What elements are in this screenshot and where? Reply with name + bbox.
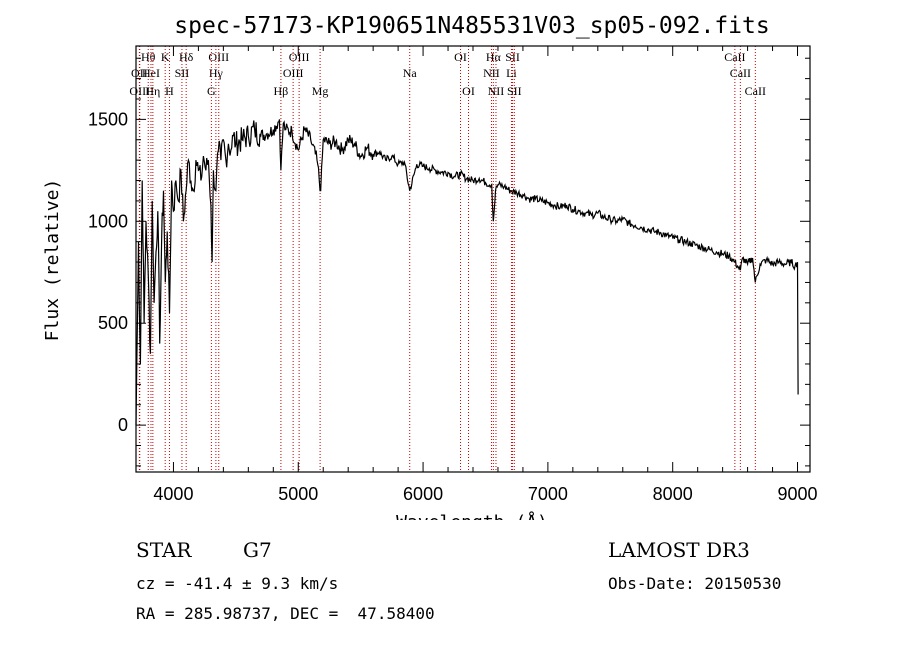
x-tick-label-4: 8000	[653, 484, 693, 504]
marker-label-5: K	[161, 50, 170, 64]
marker-label-25: CaII	[724, 50, 745, 64]
marker-label-14: Hβ	[274, 84, 289, 98]
marker-label-18: OI	[462, 84, 475, 98]
redshift-text: cz = -41.4 ± 9.3 km/s	[136, 574, 339, 593]
y-tick-label-3: 1500	[88, 109, 128, 129]
marker-label-27: CaII	[745, 84, 766, 98]
marker-label-10: Hγ	[209, 66, 224, 80]
x-tick-label-5: 9000	[777, 484, 817, 504]
survey-name: LAMOST DR3	[608, 538, 750, 562]
marker-label-6: SII	[175, 66, 190, 80]
marker-label-23: Li	[506, 66, 517, 80]
marker-label-20: NII	[483, 66, 500, 80]
marker-label-19: Hα	[486, 50, 502, 64]
marker-label-17: OI	[454, 50, 467, 64]
x-tick-label-2: 6000	[403, 484, 443, 504]
object-subclass: G7	[243, 538, 272, 562]
marker-label-26: CaII	[730, 66, 751, 80]
y-tick-label-2: 1000	[88, 211, 128, 231]
plot-frame	[135, 45, 811, 473]
marker-label-8: Hδ	[179, 50, 194, 64]
marker-label-16: Na	[403, 66, 418, 80]
chart-title: spec-57173-KP190651N485531V03_sp05-092.f…	[174, 13, 769, 39]
marker-label-22: SII	[505, 50, 520, 64]
x-axis-label: Wavelength (Å)	[396, 511, 548, 520]
marker-label-7: H	[165, 84, 174, 98]
marker-label-9: OIII	[208, 50, 229, 64]
flux-series-line	[135, 119, 799, 426]
x-tick-label-3: 7000	[528, 484, 568, 504]
marker-label-12: OIII	[289, 50, 310, 64]
marker-label-3: HeI	[142, 66, 160, 80]
x-tick-label-1: 5000	[278, 484, 318, 504]
x-tick-label-0: 4000	[153, 484, 193, 504]
obs-date: Obs-Date: 20150530	[608, 574, 782, 593]
marker-label-24: SII	[507, 84, 522, 98]
y-tick-label-0: 0	[118, 415, 128, 435]
y-axis-label: Flux (relative)	[42, 179, 63, 342]
coordinates-text: RA = 285.98737, DEC = 47.58400	[136, 604, 435, 623]
object-class: STAR	[136, 538, 192, 562]
marker-label-21: NII	[488, 84, 505, 98]
x-axis-ticks: 4000 5000 6000 7000 8000 9000	[153, 46, 818, 504]
marker-label-11: G	[207, 84, 216, 98]
y-tick-label-1: 500	[98, 313, 128, 333]
marker-label-13: OIII	[283, 66, 304, 80]
marker-label-15: Mg	[312, 84, 329, 98]
marker-label-2: OIII	[129, 84, 150, 98]
spectrum-chart: spec-57173-KP190651N485531V03_sp05-092.f…	[42, 13, 818, 520]
y-axis-ticks: 0 500 1000 1500	[88, 57, 810, 467]
marker-label-0: Hθ	[141, 50, 156, 64]
marker-label-4: Hη	[145, 84, 160, 98]
